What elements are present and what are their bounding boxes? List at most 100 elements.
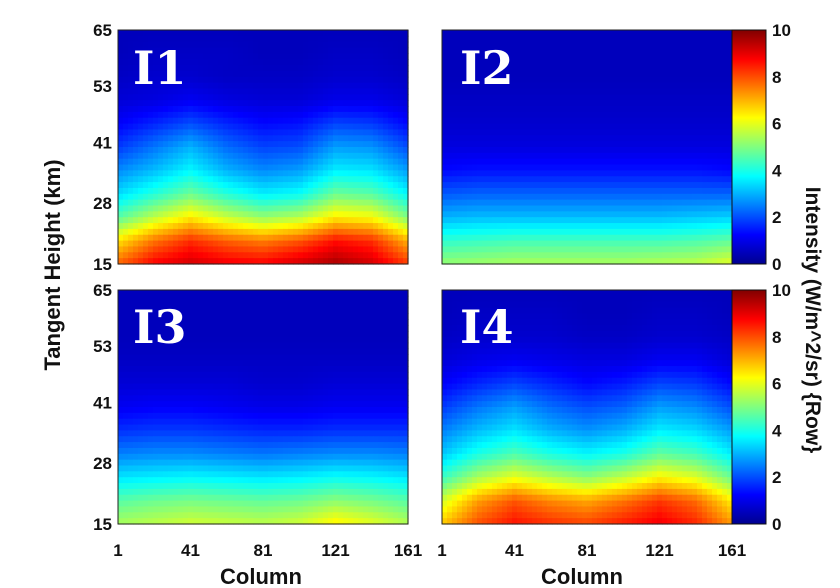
heatmap-cell [193,30,199,37]
heatmap-cell [567,65,573,72]
heatmap-cell [348,88,354,95]
heatmap-cell [273,111,279,119]
heatmap-cell [308,228,314,236]
heatmap-cell [148,47,154,54]
heatmap-cell [532,59,538,66]
heatmap-cell [218,41,224,49]
heatmap-cell [552,211,558,218]
heatmap-cell [542,35,548,43]
heatmap-cell [358,228,364,236]
heatmap-cell [328,76,334,84]
heatmap-cell [258,252,264,259]
heatmap-cell [293,182,299,189]
heatmap-cell [183,182,189,189]
heatmap-cell [358,176,364,183]
heatmap-cell [662,252,668,259]
heatmap-cell [537,187,543,195]
heatmap-cell [692,82,698,90]
heatmap-cell [467,205,473,212]
heatmap-cell [393,246,399,253]
heatmap-cell [697,211,703,218]
heatmap-cell [687,82,693,90]
heatmap-cell [193,307,199,314]
heatmap-cell [208,164,214,171]
heatmap-cell [572,35,578,43]
heatmap-cell [657,246,663,253]
heatmap-cell [133,158,139,166]
heatmap-cell [328,30,334,37]
heatmap-cell [193,35,199,43]
heatmap-cell [308,182,314,189]
heatmap-cell [373,158,379,166]
heatmap-cell [557,158,563,166]
heatmap-cell [278,187,284,195]
heatmap-cell [308,205,314,212]
heatmap-cell [677,170,683,177]
heatmap-cell [278,158,284,166]
heatmap-cell [343,141,349,148]
heatmap-cell [667,152,673,160]
heatmap-cell [477,217,483,224]
heatmap-cell [348,106,354,113]
heatmap-cell [557,193,563,201]
heatmap-cell [303,199,309,207]
heatmap-cell [363,111,369,119]
heatmap-cell [692,223,698,230]
heatmap-cell [233,313,239,320]
heatmap-cell [138,47,144,54]
heatmap-cell [233,141,239,148]
heatmap-cell [627,176,633,183]
heatmap-cell [398,170,404,177]
heatmap-cell [657,100,663,107]
heatmap-cell [373,59,379,66]
heatmap-cell [442,30,448,37]
heatmap-cell [218,76,224,84]
heatmap-cell [557,129,563,136]
heatmap-cell [368,41,374,49]
heatmap-cell [138,65,144,72]
heatmap-cell [702,88,708,95]
heatmap-cell [697,65,703,72]
heatmap-cell [158,147,164,154]
heatmap-cell [208,117,214,125]
heatmap-cell [562,65,568,72]
heatmap-cell [243,129,249,136]
heatmap-cell [313,111,319,119]
heatmap-cell [233,158,239,166]
heatmap-cell [617,41,623,49]
heatmap-cell [722,59,728,66]
heatmap-cell [632,65,638,72]
heatmap-cell [622,106,628,113]
heatmap-cell [652,147,658,154]
heatmap-cell [557,205,563,212]
heatmap-cell [582,193,588,201]
heatmap-cell [587,205,593,212]
heatmap-cell [622,246,628,253]
heatmap-cell [707,252,713,259]
heatmap-cell [627,65,633,72]
heatmap-cell [577,170,583,177]
heatmap-cell [712,182,718,189]
heatmap-cell [173,152,179,160]
heatmap-cell [368,147,374,154]
heatmap-cell [213,82,219,90]
heatmap-cell [348,170,354,177]
heatmap-cell [123,135,129,142]
heatmap-cell [657,211,663,218]
heatmap-cell [587,176,593,183]
heatmap-cell [527,82,533,90]
heatmap-cell [333,88,339,95]
heatmap-cell [368,76,374,84]
heatmap-cell [597,76,603,84]
heatmap-cell [313,170,319,177]
heatmap-cell [677,182,683,189]
heatmap-cell [537,234,543,242]
heatmap-cell [562,152,568,160]
heatmap-cell [482,100,488,107]
heatmap-cell [632,158,638,166]
heatmap-cell [447,240,453,248]
heatmap-cell [298,111,304,119]
heatmap-cell [383,76,389,84]
heatmap-cell [652,252,658,259]
heatmap-cell [477,147,483,154]
